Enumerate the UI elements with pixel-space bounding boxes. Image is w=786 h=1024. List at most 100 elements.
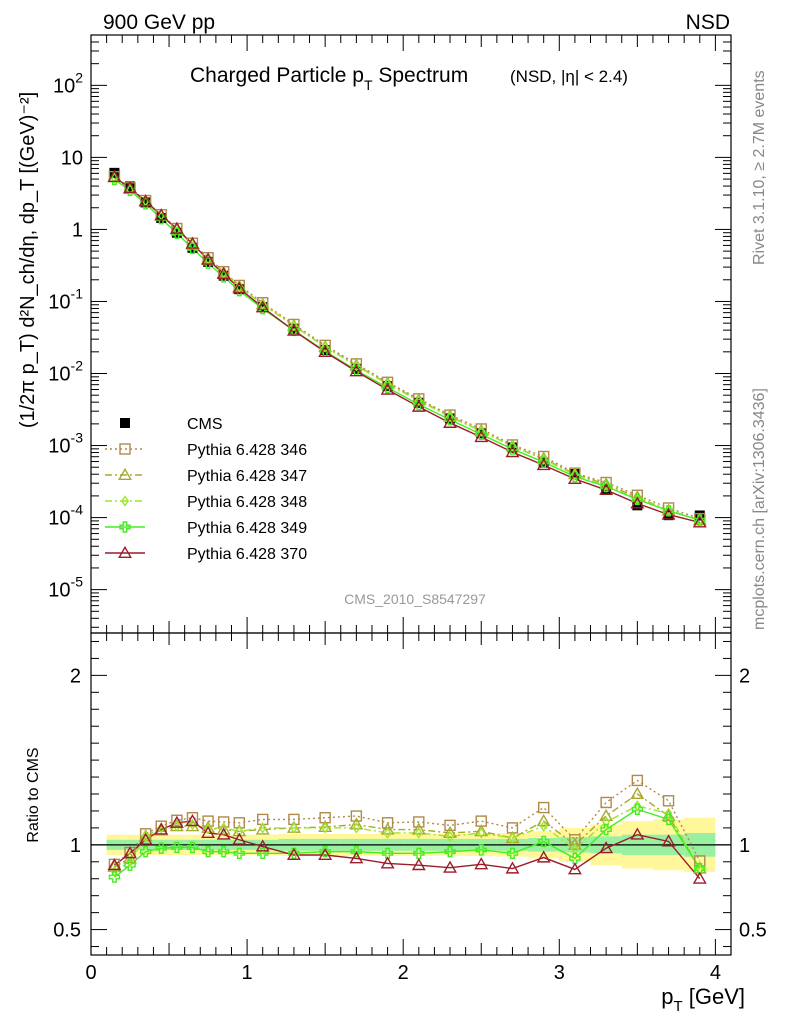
ratio-point-s3-23 (694, 862, 706, 875)
ratio-point-s3-13 (381, 847, 394, 860)
ratio-point-s0-21 (631, 774, 644, 787)
ratio-point-s3-19 (569, 852, 581, 865)
ratio-point-s0-14 (413, 816, 425, 828)
ytick-base: 10 (48, 508, 70, 530)
legend-marker-0 (120, 418, 130, 428)
ratio-point-s1-14 (411, 822, 426, 835)
ratio-point-s0-15 (444, 819, 456, 832)
ratio-point-s3-4 (171, 841, 183, 854)
legend-marker-3 (120, 495, 130, 507)
ratio-point-s2-12 (352, 822, 361, 834)
ratio-point-s4-19 (567, 862, 582, 875)
main-ytick-label-5: 1 (72, 219, 83, 241)
ratio-point-s4-8 (232, 832, 247, 845)
ratio-point-s4-14 (411, 858, 426, 871)
main-point-s4-20 (600, 480, 612, 493)
ratio-point-s0-2 (139, 828, 152, 840)
legend-label-1: Pythia 6.428 346 (187, 442, 307, 459)
x-axis-label: pT [GeV] (661, 984, 745, 1015)
ytick-exp: -5 (71, 574, 84, 590)
ratio-point-s4-13 (380, 856, 395, 869)
main-point-s5-19 (567, 471, 582, 485)
main-point-s5-20 (599, 482, 614, 495)
ratio-point-s4-11 (318, 847, 333, 861)
main-frame (90, 34, 732, 634)
analysis-watermark: CMS_2010_S8547297 (344, 591, 486, 607)
main-point-s5-5 (185, 236, 200, 249)
ratio-point-s4-7 (216, 827, 231, 840)
ratio-point-s1-22 (661, 808, 676, 822)
main-point-s5-18 (536, 457, 551, 471)
legend-label-3: Pythia 6.428 348 (187, 494, 307, 511)
ratio-point-s3-15 (444, 845, 456, 858)
ratio-point-s1-16 (474, 824, 489, 837)
ratio-panel: 0.5 0.5 1 1 2 2 0 1 2 3 4 (53, 632, 767, 984)
ratio-point-s0-7 (217, 816, 230, 828)
ratio-point-s2-17 (508, 832, 517, 844)
ytick-base: 10 (48, 291, 70, 313)
main-point-s5-2 (138, 194, 153, 207)
main-point-s0-13 (382, 381, 393, 392)
ratio-xtick-label-3: 3 (554, 962, 565, 984)
ratio-point-s3-2 (139, 845, 152, 858)
main-point-s5-23 (692, 515, 707, 528)
ratio-ylabel: Ratio to CMS (25, 747, 42, 842)
ytick-base: 10 (53, 75, 75, 97)
main-point-s5-14 (411, 399, 426, 412)
ratio-point-s2-22 (664, 807, 673, 820)
main-ytick-label-0: 10-5 (48, 574, 83, 602)
ratio-point-s1-12 (349, 817, 364, 830)
ratio-point-s2-20 (602, 816, 611, 828)
ratio-point-s1-13 (380, 822, 395, 835)
main-point-s5-4 (169, 221, 184, 234)
main-point-s0-2 (140, 197, 151, 208)
process-label: NSD (686, 11, 730, 34)
main-ytick-label-4: 10-1 (48, 285, 83, 313)
main-point-s4-15 (444, 413, 456, 426)
ratio-point-s4-6 (201, 825, 216, 838)
ytick-exp: 2 (75, 69, 83, 85)
ratio-point-s2-13 (383, 827, 392, 839)
ratio-point-s3-7 (217, 845, 230, 858)
ratio-ytick-label-right-0: 0.5 (739, 920, 767, 942)
legend-label-5: Pythia 6.428 370 (187, 546, 307, 563)
ratio-series-line-3 (113, 808, 701, 878)
title-note: (NSD, |η| < 2.4) (510, 67, 628, 86)
ratio-point-s0-5 (186, 812, 199, 824)
main-point-s4-14 (413, 398, 425, 411)
main-point-s5-10 (286, 323, 301, 336)
ratio-point-s2-15 (446, 830, 455, 843)
ratio-ytick-label-right-1: 1 (739, 835, 750, 857)
rivet-label: Rivet 3.1.10, ≥ 2.7M events (751, 70, 768, 265)
ytick-base: 10 (48, 364, 70, 386)
main-point-s5-9 (255, 300, 270, 313)
ratio-point-s0-20 (600, 796, 612, 809)
ratio-xtick-label-2: 2 (398, 962, 409, 984)
ratio-point-s3-22 (662, 813, 675, 826)
ratio-point-s3-8 (233, 847, 245, 860)
ratio-point-s2-8 (235, 825, 244, 838)
ratio-point-s1-15 (443, 825, 457, 838)
ratio-point-s2-18 (539, 820, 548, 832)
ratio-point-s4-10 (286, 847, 301, 861)
main-point-s4-17 (506, 443, 519, 455)
main-point-s5-15 (443, 415, 457, 428)
main-ylabel: (1/2π p_T) d²N_ch/dη, dp_T [(GeV)⁻²] (17, 92, 39, 428)
main-point-s4-16 (475, 428, 487, 441)
ratio-point-s4-22 (661, 834, 676, 847)
ratio-point-s2-10 (289, 822, 298, 834)
main-point-s3-10 (289, 320, 298, 332)
ratio-point-s1-19 (567, 837, 582, 850)
legend-label-0: CMS (187, 416, 223, 433)
ratio-point-s4-17 (505, 861, 520, 874)
legend-marker-4 (119, 521, 131, 533)
ratio-xtick-label-0: 0 (85, 962, 96, 984)
ratio-xtick-label-1: 1 (242, 962, 253, 984)
main-point-s5-13 (380, 382, 395, 395)
ratio-point-s2-14 (414, 827, 423, 839)
ytick-exp: -2 (71, 358, 84, 374)
ratio-point-s0-22 (662, 795, 675, 807)
ratio-point-s4-5 (185, 813, 200, 827)
